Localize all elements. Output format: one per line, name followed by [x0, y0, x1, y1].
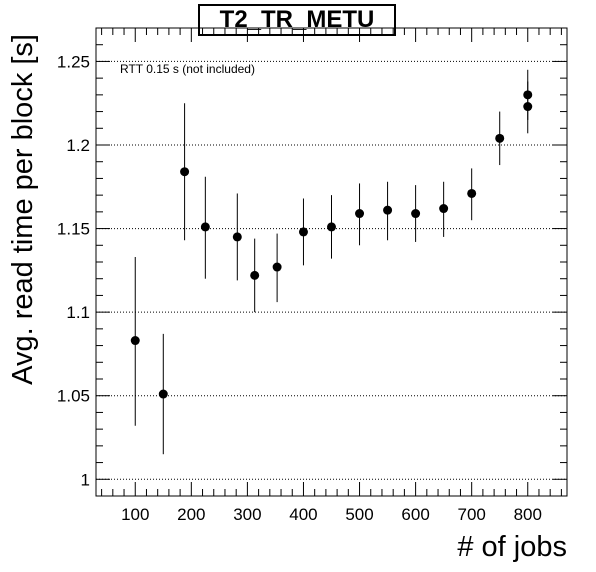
data-point: [495, 133, 505, 143]
data-point: [439, 204, 449, 214]
x-axis-title: # of jobs: [457, 531, 567, 563]
data-point: [298, 227, 308, 237]
x-tick-label: 600: [401, 505, 429, 524]
plot-frame: [95, 27, 568, 497]
data-point: [250, 270, 260, 280]
axis-ticks: [96, 27, 567, 497]
y-tick-label: 1.1: [66, 303, 90, 322]
tick-labels: 1 1.05 1.1 1.15 1.2 1.25 100 200 300 400 500 600 700…: [57, 52, 542, 524]
y-axis-title: Avg. read time per block [s]: [7, 34, 39, 385]
x-tick-label: 700: [457, 505, 485, 524]
data-point: [327, 222, 336, 232]
y-tick-label: 1.2: [66, 136, 90, 155]
x-tick-label: 200: [177, 505, 205, 524]
y-tick-label: 1: [81, 470, 90, 489]
y-tick-label: 1.15: [57, 220, 90, 239]
data-point: [180, 167, 190, 177]
x-tick-label: 800: [514, 505, 542, 524]
data-point: [383, 205, 393, 215]
x-tick-label: 300: [233, 505, 261, 524]
x-tick-label: 400: [289, 505, 317, 524]
data-point: [232, 232, 242, 242]
data-point: [158, 389, 168, 399]
data-point: [130, 336, 140, 346]
data-point: [523, 102, 533, 112]
y-tick-label: 1.25: [57, 52, 90, 71]
data-points: [130, 69, 533, 455]
x-tick-label: 100: [121, 505, 149, 524]
data-point: [355, 209, 365, 219]
data-point: [200, 222, 210, 232]
data-point: [411, 209, 421, 219]
rtt-annotation: RTT 0.15 s (not included): [120, 62, 255, 76]
grid-lines: [96, 60, 567, 480]
data-point: [272, 262, 282, 272]
x-tick-label: 500: [345, 505, 373, 524]
y-tick-label: 1.05: [57, 387, 90, 406]
data-point: [467, 188, 477, 198]
